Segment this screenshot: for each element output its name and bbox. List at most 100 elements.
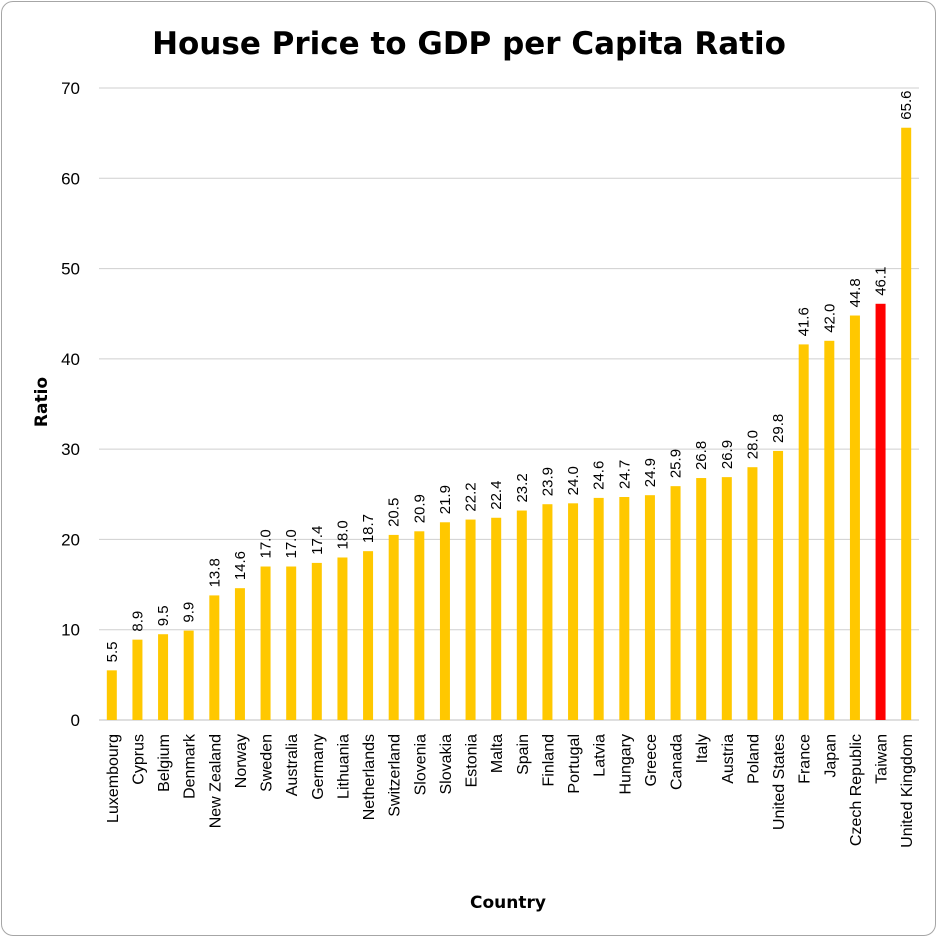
y-tick-label: 20 <box>61 530 80 549</box>
bar-lithuania <box>337 557 348 720</box>
x-tick-label: Latvia <box>592 734 609 777</box>
data-label: 26.8 <box>693 441 710 470</box>
y-tick-label: 30 <box>61 440 80 459</box>
data-label: 9.9 <box>181 602 198 623</box>
data-label: 26.9 <box>719 440 736 469</box>
data-label: 25.9 <box>668 449 685 478</box>
bar-netherlands <box>363 551 374 720</box>
y-tick-label: 50 <box>61 260 80 279</box>
bar-united-states <box>773 450 784 720</box>
bar-belgium <box>158 634 169 720</box>
data-label: 20.9 <box>411 494 428 523</box>
y-tick-label: 60 <box>61 169 80 188</box>
x-tick-label: Japan <box>822 734 839 778</box>
data-label: 29.8 <box>770 414 787 443</box>
x-tick-label: Cyprus <box>130 734 147 785</box>
bar-japan <box>824 340 835 720</box>
bar-finland <box>542 504 553 720</box>
x-tick-label: Taiwan <box>874 734 891 784</box>
x-tick-label: New Zealand <box>207 734 224 828</box>
data-label: 23.2 <box>514 473 531 502</box>
data-label: 42.0 <box>821 304 838 333</box>
data-label: 28.0 <box>744 430 761 459</box>
data-label: 17.0 <box>283 529 300 558</box>
x-tick-label: Spain <box>515 734 532 775</box>
bar-latvia <box>593 497 604 720</box>
x-tick-label: Portugal <box>566 734 583 794</box>
x-tick-label: Norway <box>233 734 250 788</box>
bar-sweden <box>260 566 271 720</box>
bar-denmark <box>183 630 194 720</box>
bar-united-kingdom <box>901 127 912 721</box>
bar-cyprus <box>132 639 143 720</box>
data-label: 5.5 <box>104 641 121 662</box>
bar-slovakia <box>439 522 450 720</box>
x-tick-label: Netherlands <box>361 734 378 820</box>
bar-spain <box>516 510 527 720</box>
bar-austria <box>721 477 732 720</box>
x-tick-label: Germany <box>310 734 327 800</box>
data-label: 24.6 <box>591 461 608 490</box>
x-tick-label: Estonia <box>464 734 481 787</box>
x-tick-label: Italy <box>694 734 711 763</box>
x-tick-label: United Kingdom <box>899 734 916 848</box>
x-tick-label: France <box>797 734 814 784</box>
data-label: 22.4 <box>488 481 505 510</box>
bar-greece <box>644 495 655 720</box>
x-axis-title: Country <box>470 893 546 913</box>
bar-canada <box>670 486 681 720</box>
data-label: 44.8 <box>847 278 864 307</box>
chart-title: House Price to GDP per Capita Ratio <box>152 26 786 62</box>
bar-estonia <box>465 519 476 720</box>
bar-new-zealand <box>209 595 220 720</box>
data-label: 41.6 <box>796 307 813 336</box>
bar-malta <box>491 517 502 720</box>
x-axis-ticks: Luxembourg Cyprus Belgium Denmark New Zealan… <box>105 733 916 848</box>
bar-czech-republic <box>849 315 860 720</box>
bar-portugal <box>568 503 579 720</box>
bar-australia <box>286 566 297 720</box>
x-tick-label: Hungary <box>617 734 634 794</box>
x-tick-label: Austria <box>720 734 737 784</box>
bar-taiwan <box>875 303 886 720</box>
x-tick-label: Slovenia <box>412 734 429 795</box>
bars <box>106 127 912 721</box>
bar-france <box>798 344 809 720</box>
bar-hungary <box>619 496 630 720</box>
y-axis-title: Ratio <box>32 377 52 427</box>
data-label: 13.8 <box>206 558 223 587</box>
x-tick-label: Slovakia <box>438 734 455 795</box>
data-label: 24.9 <box>642 458 659 487</box>
bar-switzerland <box>388 534 399 720</box>
bar-norway <box>234 588 245 720</box>
x-tick-label: Switzerland <box>387 734 404 817</box>
data-label: 17.0 <box>258 529 275 558</box>
bar-luxembourg <box>106 670 117 720</box>
data-label: 9.5 <box>155 605 172 626</box>
data-label: 22.2 <box>463 482 480 511</box>
data-label: 23.9 <box>539 467 556 496</box>
y-axis-ticks: 0 10 20 30 40 50 60 70 <box>61 79 80 730</box>
data-label: 8.9 <box>129 611 146 632</box>
data-label: 20.5 <box>386 498 403 527</box>
data-label: 65.6 <box>898 91 915 120</box>
data-label: 24.7 <box>616 460 633 489</box>
data-labels: 5.5 8.9 9.5 9.9 13.8 14.6 17.0 17.0 17.4 18.0 18.7… <box>104 91 915 663</box>
bar-italy <box>696 478 707 720</box>
x-tick-label: Denmark <box>182 733 199 799</box>
x-tick-label: Poland <box>745 734 762 784</box>
data-label: 18.7 <box>360 514 377 543</box>
x-tick-label: Canada <box>669 734 686 790</box>
x-tick-label: Australia <box>284 734 301 796</box>
data-label: 21.9 <box>437 485 454 514</box>
gridlines <box>99 87 919 721</box>
y-tick-label: 70 <box>61 79 80 98</box>
x-tick-label: Greece <box>643 734 660 787</box>
data-label: 46.1 <box>873 267 890 296</box>
data-label: 17.4 <box>309 526 326 555</box>
x-tick-label: Malta <box>489 734 506 773</box>
data-label: 14.6 <box>232 551 249 580</box>
x-tick-label: Belgium <box>156 734 173 792</box>
x-tick-label: Luxembourg <box>105 734 122 823</box>
